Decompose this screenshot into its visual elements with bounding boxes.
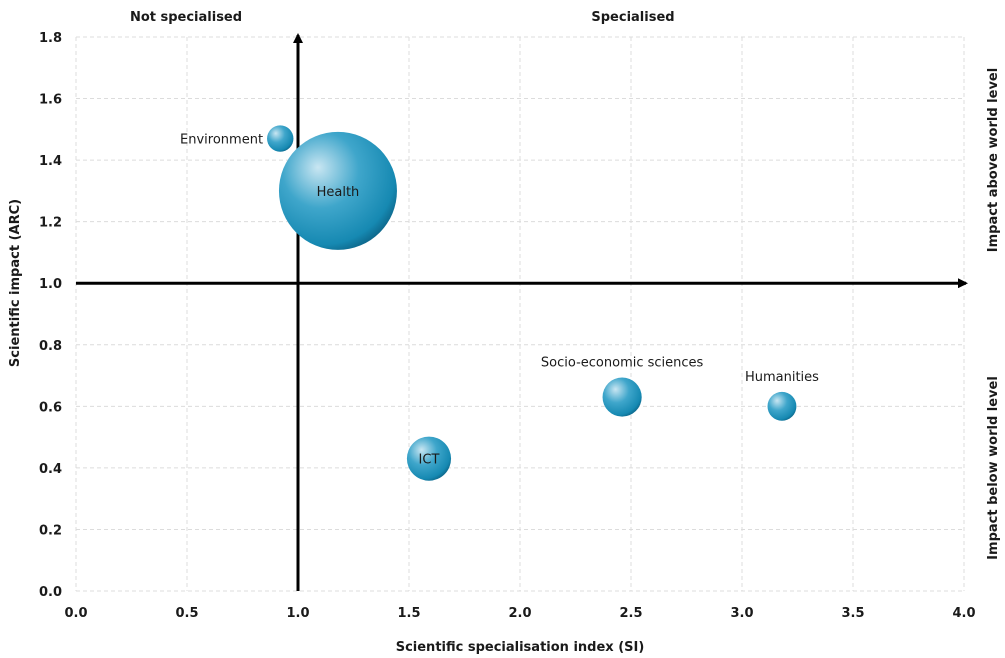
bubble-label-environment: Environment xyxy=(180,133,263,148)
y-axis-title: Scientific impact (ARC) xyxy=(8,199,23,367)
y-tick-label-6: 1.2 xyxy=(39,216,62,231)
x-tick-labels: 0.0 0.5 1.0 1.5 2.0 2.5 3.0 3.5 4.0 xyxy=(64,606,975,621)
bubble-health xyxy=(278,131,397,250)
y-tick-label-1: 0.2 xyxy=(39,523,62,538)
grid-lines xyxy=(75,36,965,592)
bubble-label-health: Health xyxy=(317,185,360,200)
x-tick-label-4: 2.0 xyxy=(508,606,531,621)
bubble-socio-economic-sciences xyxy=(602,377,642,417)
bubble-label-ict: ICT xyxy=(419,453,440,468)
x-tick-label-1: 0.5 xyxy=(175,606,198,621)
bubble-environment xyxy=(267,125,294,152)
x-tick-label-8: 4.0 xyxy=(952,606,975,621)
quadrant-label-impact-below: Impact below world level xyxy=(986,376,1001,560)
bubble-label-socio-economic-sciences: Socio-economic sciences xyxy=(541,356,704,371)
quadrant-label-not-specialised: Not specialised xyxy=(130,10,242,25)
x-tick-label-7: 3.5 xyxy=(841,606,864,621)
bubble-humanities xyxy=(767,391,797,421)
bubbles: Environment Health ICT Socio-economic scien… xyxy=(180,125,819,481)
y-tick-label-2: 0.4 xyxy=(39,462,62,477)
y-tick-label-9: 1.8 xyxy=(39,31,62,46)
y-tick-label-5: 1.0 xyxy=(39,277,62,292)
y-tick-label-3: 0.6 xyxy=(39,400,62,415)
bubble-label-humanities: Humanities xyxy=(745,370,819,385)
quadrant-label-impact-above: Impact above world level xyxy=(986,68,1001,252)
x-tick-label-6: 3.0 xyxy=(730,606,753,621)
y-tick-labels: 0.0 0.2 0.4 0.6 0.8 1.0 1.2 1.4 1.6 1.8 xyxy=(39,31,62,600)
y-tick-label-8: 1.6 xyxy=(39,93,62,108)
y-tick-label-4: 0.8 xyxy=(39,339,62,354)
x-axis-title: Scientific specialisation index (SI) xyxy=(396,640,645,655)
x-tick-label-0: 0.0 xyxy=(64,606,87,621)
x-tick-label-2: 1.0 xyxy=(286,606,309,621)
reference-axes xyxy=(76,33,968,591)
quadrant-label-specialised: Specialised xyxy=(591,10,674,25)
bubble-ict xyxy=(406,436,452,481)
x-tick-label-3: 1.5 xyxy=(397,606,420,621)
y-tick-label-7: 1.4 xyxy=(39,154,62,169)
y-tick-label-0: 0.0 xyxy=(39,585,62,600)
x-tick-label-5: 2.5 xyxy=(619,606,642,621)
